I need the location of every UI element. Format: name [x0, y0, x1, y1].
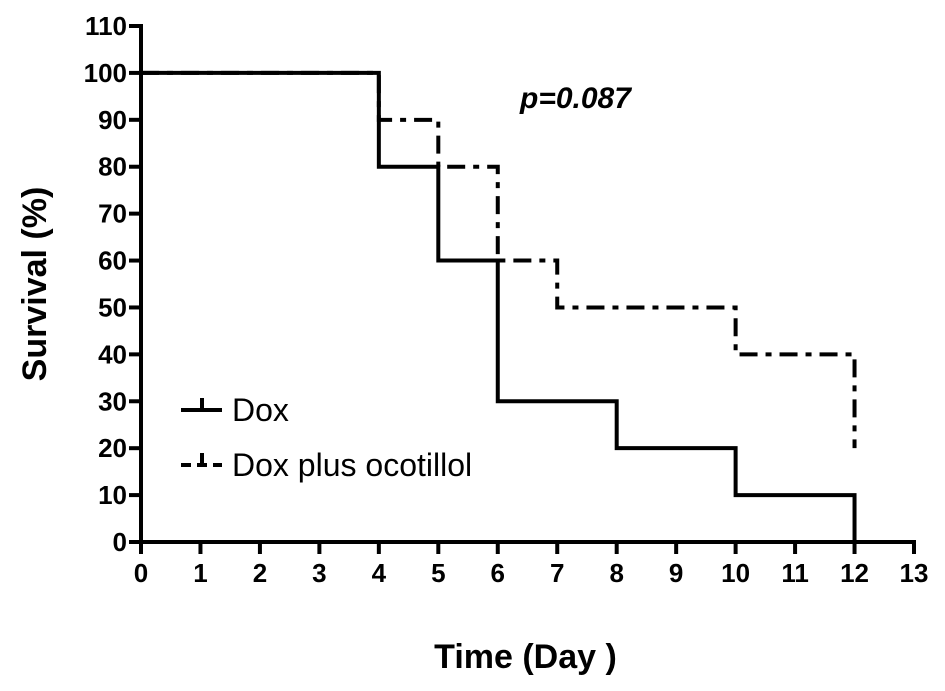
- y-ticks: 0 10 20 30 40 50 60 70 80 90 100 110: [84, 11, 141, 557]
- y-tick-label-80: 80: [98, 152, 127, 182]
- x-tick-label-0: 0: [134, 558, 148, 588]
- series-line-dox-plus-ocotillol: [141, 70, 857, 449]
- axes-layer: [139, 24, 916, 544]
- legend: Dox Dox plus ocotillol: [181, 392, 472, 483]
- y-tick-label-60: 60: [98, 246, 127, 276]
- x-tick-label-4: 4: [372, 558, 387, 588]
- x-tick-label-2: 2: [253, 558, 267, 588]
- y-tick-label-40: 40: [98, 339, 127, 369]
- x-tick-label-11: 11: [781, 558, 809, 588]
- x-tick-label-13: 13: [900, 558, 929, 588]
- x-tick-label-7: 7: [550, 558, 564, 588]
- legend-label-dox-plus-ocotillol: Dox plus ocotillol: [232, 447, 472, 483]
- x-tick-label-10: 10: [721, 558, 750, 588]
- legend-marker-dox: [181, 398, 222, 412]
- x-tick-label-9: 9: [669, 558, 683, 588]
- series-line-dox: [141, 70, 857, 542]
- y-tick-label-100: 100: [84, 58, 127, 88]
- x-tick-label-12: 12: [840, 558, 869, 588]
- x-tick-label-8: 8: [609, 558, 623, 588]
- p-value-annotation: p=0.087: [519, 82, 632, 115]
- x-axis-title: Time (Day ): [434, 638, 617, 676]
- x-tick-label-1: 1: [193, 558, 207, 588]
- legend-label-dox: Dox: [232, 392, 289, 428]
- y-tick-label-90: 90: [98, 105, 127, 135]
- y-tick-label-20: 20: [98, 433, 127, 463]
- y-tick-label-10: 10: [98, 480, 127, 510]
- series-layer: [141, 70, 857, 542]
- x-ticks: 0 1 2 3 4 5 6 7 8 9 10 11 12 13: [134, 542, 929, 588]
- x-tick-label-6: 6: [491, 558, 505, 588]
- y-axis-title: Survival (%): [16, 187, 54, 382]
- y-tick-label-0: 0: [113, 527, 127, 557]
- x-tick-label-5: 5: [431, 558, 445, 588]
- y-tick-label-50: 50: [98, 292, 127, 322]
- legend-item-dox: Dox: [181, 392, 289, 428]
- y-tick-label-70: 70: [98, 199, 127, 229]
- legend-marker-dox-plus-ocotillol: [181, 453, 222, 467]
- y-tick-label-30: 30: [98, 386, 127, 416]
- x-tick-label-3: 3: [312, 558, 326, 588]
- y-tick-label-110: 110: [85, 11, 127, 41]
- legend-item-dox-plus-ocotillol: Dox plus ocotillol: [181, 447, 472, 483]
